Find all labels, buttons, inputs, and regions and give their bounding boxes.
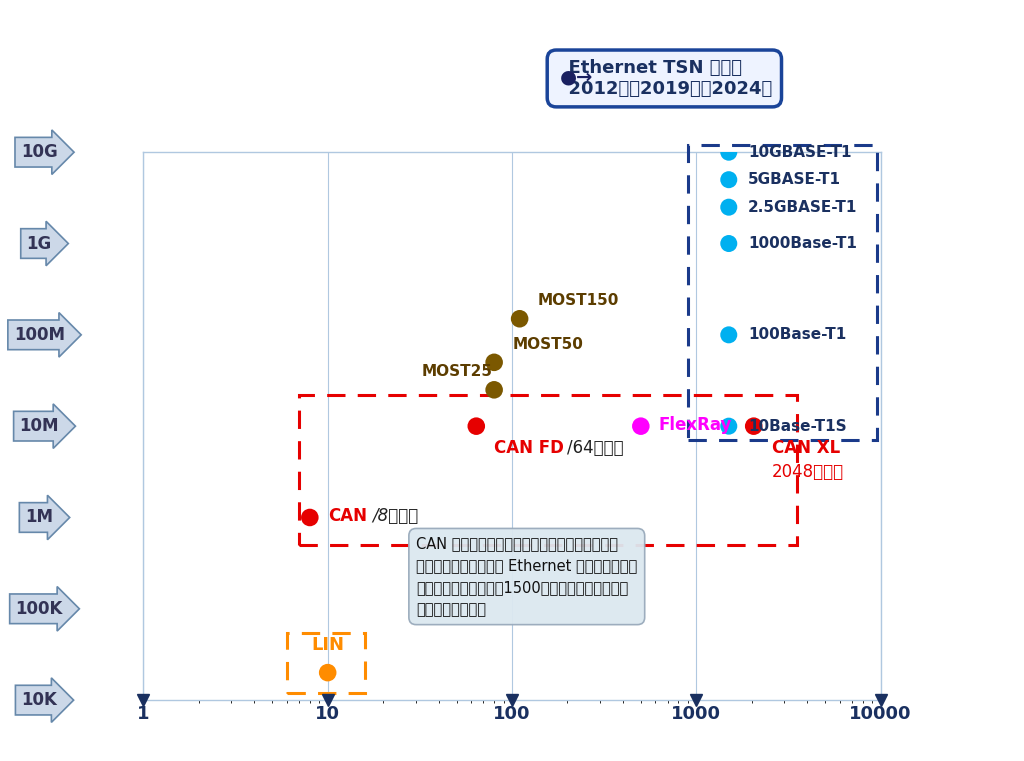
Text: 10GBASE-T1: 10GBASE-T1	[749, 145, 852, 160]
Text: Ethernet TSN 規格化
  2012年～2019年～2024年: Ethernet TSN 規格化 2012年～2019年～2024年	[556, 59, 772, 98]
Text: 10Base-T1S: 10Base-T1S	[749, 419, 847, 434]
Point	[745, 420, 762, 432]
Point	[721, 201, 737, 213]
Point	[721, 237, 737, 250]
Point	[319, 667, 336, 679]
Point	[468, 420, 484, 432]
Text: FlexRay: FlexRay	[658, 416, 732, 434]
Text: 10G: 10G	[20, 143, 57, 161]
Text: /8バイト: /8バイト	[373, 507, 419, 525]
Text: 10K: 10K	[22, 691, 57, 709]
Point	[721, 329, 737, 341]
Point	[302, 511, 318, 524]
Text: MOST25: MOST25	[422, 365, 493, 379]
Text: 10M: 10M	[19, 417, 59, 435]
Text: CAN: CAN	[328, 507, 367, 525]
Text: 100M: 100M	[13, 326, 65, 344]
Point	[721, 420, 737, 432]
Text: /64バイト: /64バイト	[566, 439, 624, 457]
Text: 2048バイト: 2048バイト	[772, 463, 844, 481]
Text: MOST50: MOST50	[512, 337, 583, 352]
Text: CAN は、伝送速度高速化とペイロード拡大で、
伝送容量を拡大。車載 Ethernet は、互換性維持
のためペイロード長は1500バイトを維持し、伝送
速度範: CAN は、伝送速度高速化とペイロード拡大で、 伝送容量を拡大。車載 Ether…	[416, 536, 637, 617]
Text: 1M: 1M	[26, 508, 53, 527]
Point	[486, 384, 503, 396]
Text: 5GBASE-T1: 5GBASE-T1	[749, 172, 842, 187]
Text: MOST150: MOST150	[538, 293, 620, 308]
Point	[511, 313, 527, 325]
Text: 100Base-T1: 100Base-T1	[749, 327, 847, 342]
Text: 100K: 100K	[15, 600, 62, 618]
Text: LIN: LIN	[311, 636, 344, 654]
Text: 1G: 1G	[27, 234, 52, 253]
Point	[486, 356, 503, 368]
Text: 2.5GBASE-T1: 2.5GBASE-T1	[749, 199, 857, 215]
Point	[633, 420, 649, 432]
Text: CAN XL: CAN XL	[772, 439, 840, 457]
Text: CAN FD: CAN FD	[495, 439, 564, 457]
Text: ●→: ●→	[560, 67, 593, 86]
Point	[721, 174, 737, 186]
Text: 1000Base-T1: 1000Base-T1	[749, 236, 857, 251]
Point	[721, 146, 737, 158]
